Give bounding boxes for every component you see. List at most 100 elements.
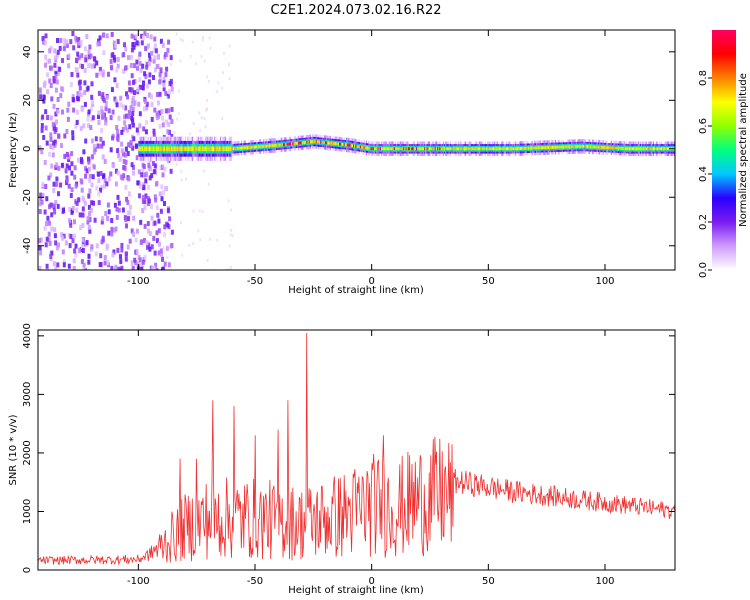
heatmap-cell-881 [101, 72, 105, 78]
heatmap-cell-463 [130, 87, 134, 93]
heatmap-cell-2481 [572, 145, 574, 149]
heatmap-cell-244 [155, 230, 159, 236]
heatmap-cell-29 [123, 114, 127, 120]
heatmap-cell-751 [138, 77, 142, 83]
heatmap-cell-1217 [203, 146, 206, 152]
heatmap-cell-2561 [595, 145, 598, 149]
heatmap-cell-962 [162, 246, 165, 250]
heatmap-cell-54 [54, 240, 58, 246]
bot-ytick-label-0: 0 [22, 567, 33, 573]
heatmap-cell-684 [139, 67, 143, 73]
heatmap-cell-900 [223, 52, 225, 55]
heatmap-cell-1309 [230, 146, 233, 152]
heatmap-cell-560 [124, 46, 128, 52]
heatmap-cell-209 [159, 208, 163, 214]
heatmap-cell-1477 [279, 143, 282, 147]
heatmap-cell-337 [141, 208, 145, 213]
heatmap-cell-115 [168, 80, 172, 86]
heatmap-cell-1781 [368, 146, 370, 150]
heatmap-cell-2413 [552, 145, 555, 149]
heatmap-cell-2105 [462, 147, 465, 151]
heatmap-cell-1333 [237, 146, 240, 150]
heatmap-cell-2485 [573, 145, 576, 149]
heatmap-cell-763 [135, 59, 139, 65]
heatmap-cell-396 [144, 194, 148, 199]
heatmap-cell-2249 [504, 147, 507, 151]
heatmap-cell-939 [185, 177, 188, 181]
colorbar-tick-label-0.4: 0.4 [698, 166, 709, 182]
heatmap-cell-612 [57, 191, 60, 197]
heatmap-cell-2181 [484, 147, 487, 151]
heatmap-cell-82 [64, 240, 68, 246]
heatmap-cell-1881 [397, 147, 399, 151]
heatmap-cell-1973 [424, 147, 426, 151]
heatmap-cell-2293 [517, 147, 520, 150]
heatmap-cell-987 [188, 244, 191, 248]
heatmap-cell-774 [166, 129, 170, 135]
heatmap-cell-1277 [221, 146, 223, 152]
heatmap-cell-1985 [427, 147, 430, 151]
heatmap-cell-2489 [574, 145, 577, 149]
heatmap-cell-2537 [588, 145, 591, 149]
heatmap-cell-162 [163, 232, 167, 238]
heatmap-cell-355 [142, 106, 146, 112]
heatmap-cell-2769 [656, 147, 658, 151]
heatmap-cell-2605 [608, 146, 611, 150]
heatmap-cell-545 [69, 234, 73, 239]
heatmap-cell-1825 [381, 147, 383, 151]
heatmap-cell-1969 [423, 147, 425, 151]
heatmap-cell-485 [97, 120, 101, 125]
heatmap-cell-24 [119, 102, 123, 108]
snr-xlabel: Height of straight line (km) [288, 585, 424, 596]
heatmap-cell-2169 [481, 147, 483, 151]
heatmap-cell-1089 [166, 146, 168, 152]
heatmap-cell-725 [87, 109, 91, 115]
heatmap-cell-958 [175, 163, 178, 166]
heatmap-cell-260 [100, 219, 104, 225]
heatmap-cell-446 [62, 233, 66, 239]
heatmap-cell-36 [79, 63, 83, 69]
heatmap-cell-2037 [442, 147, 445, 151]
heatmap-cell-1633 [325, 141, 327, 145]
heatmap-cell-904 [163, 119, 166, 123]
heatmap-cell-2761 [654, 147, 656, 151]
heatmap-cell-1565 [305, 140, 307, 144]
heatmap-cell-2597 [606, 146, 608, 150]
heatmap-cell-1673 [336, 142, 339, 146]
heatmap-cell-2337 [530, 146, 532, 150]
heatmap-cell-1737 [355, 144, 357, 148]
heatmap-cell-2021 [438, 147, 440, 151]
heatmap-cell-2165 [480, 147, 482, 151]
heatmap-cell-2449 [563, 145, 565, 149]
heatmap-cell-559 [90, 94, 94, 100]
heatmap-cell-454 [170, 229, 174, 235]
heatmap-cell-1469 [277, 143, 279, 147]
heatmap-cell-821 [74, 35, 78, 41]
heatmap-cell-2265 [509, 147, 511, 151]
heatmap-cell-312 [165, 119, 169, 125]
heatmap-cell-1165 [188, 146, 191, 152]
heatmap-cell-1025 [147, 146, 150, 152]
heatmap-cell-1549 [300, 141, 303, 145]
heatmap-cell-1205 [200, 146, 202, 152]
heatmap-cell-1541 [298, 141, 300, 145]
heatmap-cell-620 [40, 149, 44, 155]
heatmap-cell-127 [130, 73, 134, 79]
heatmap-cell-690 [61, 249, 65, 255]
heatmap-cell-1377 [250, 145, 252, 149]
heatmap-cell-6 [153, 67, 157, 73]
heatmap-cell-10 [147, 228, 150, 234]
heatmap-cell-1513 [290, 142, 292, 146]
heatmap-cell-530 [133, 42, 137, 47]
heatmap-cell-408 [148, 231, 152, 237]
heatmap-cell-2509 [580, 144, 583, 148]
heatmap-cell-713 [39, 250, 43, 256]
heatmap-cell-2029 [440, 147, 443, 151]
heatmap-cell-537 [54, 71, 58, 77]
heatmap-cell-868 [100, 109, 104, 115]
heatmap-cell-959 [173, 130, 176, 134]
heatmap-cell-2121 [467, 147, 469, 151]
heatmap-cell-1145 [182, 146, 185, 152]
heatmap-cell-974 [166, 256, 169, 260]
heatmap-cell-391 [117, 200, 121, 206]
